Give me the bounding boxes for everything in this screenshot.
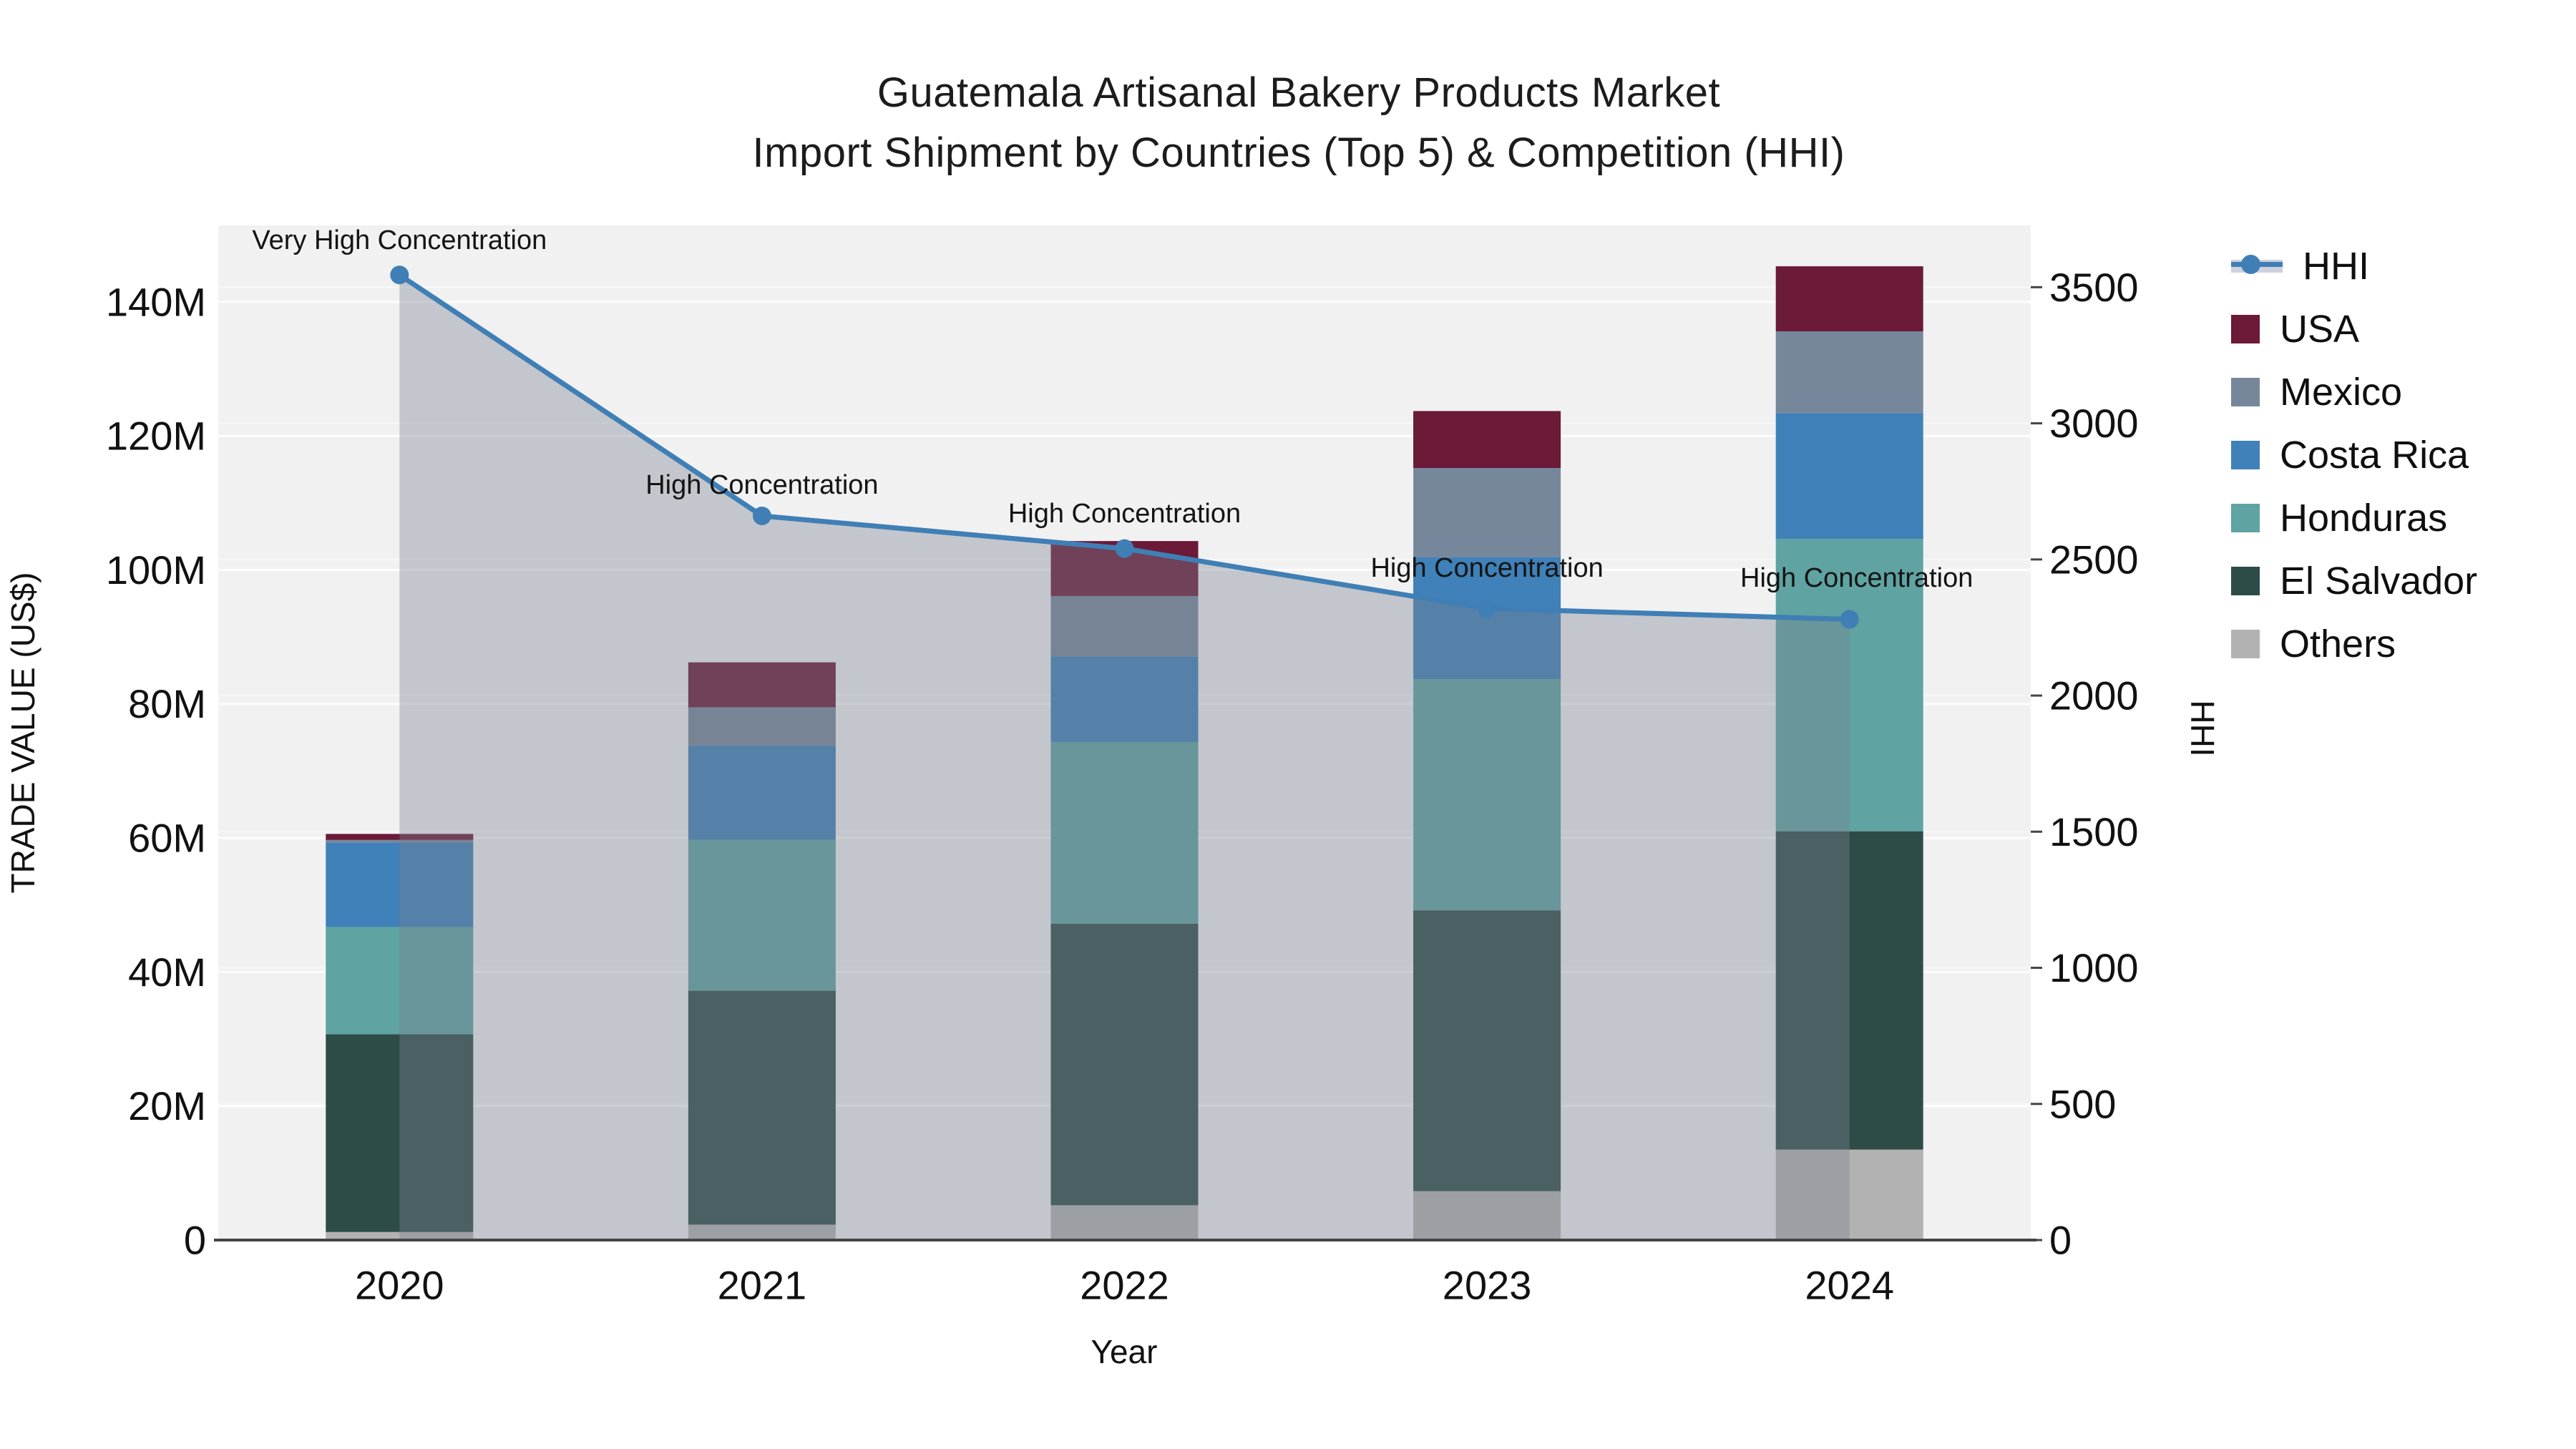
x-tick-2023: 2023 [1443, 1263, 1532, 1308]
legend-item-el-salvador[interactable]: El Salvador [2231, 550, 2477, 613]
right-tick-1500: 1500 [2049, 809, 2139, 854]
bar-segment-2024-el-salvador[interactable] [1775, 831, 1923, 1150]
legend-item-costa-rica[interactable]: Costa Rica [2231, 424, 2477, 487]
bar-segment-2021-el-salvador[interactable] [688, 990, 836, 1225]
legend-hhi-line-icon [2231, 250, 2283, 282]
bar-segment-2022-costa-rica[interactable] [1050, 656, 1199, 743]
bar-segment-2021-mexico[interactable] [688, 707, 836, 746]
bar-segment-2024-costa-rica[interactable] [1775, 413, 1923, 540]
right-tick-3000: 3000 [2049, 401, 2139, 446]
right-tick-1000: 1000 [2049, 945, 2139, 990]
annotation-2021: High Concentration [645, 470, 878, 500]
bar-segment-2020-others[interactable] [326, 1231, 474, 1240]
bar-segment-2024-mexico[interactable] [1775, 331, 1923, 414]
hhi-marker-2024[interactable] [1840, 610, 1859, 629]
annotation-2023: High Concentration [1370, 553, 1603, 583]
legend-swatch-honduras [2231, 504, 2260, 532]
bar-segment-2024-honduras[interactable] [1775, 539, 1923, 831]
legend-label-mexico: Mexico [2280, 371, 2403, 414]
bar-segment-2021-others[interactable] [688, 1224, 836, 1240]
left-axis-title: TRADE VALUE (US$) [4, 572, 42, 893]
legend-label-hhi: HHI [2303, 245, 2369, 288]
chart-title-line1: Guatemala Artisanal Bakery Products Mark… [877, 69, 1721, 116]
bar-segment-2020-usa[interactable] [326, 834, 474, 840]
legend-item-mexico[interactable]: Mexico [2231, 361, 2477, 424]
left-tick-20M: 20M [128, 1083, 206, 1128]
bar-segment-2023-mexico[interactable] [1413, 468, 1561, 557]
bar-segment-2022-others[interactable] [1050, 1205, 1199, 1240]
bar-segment-2021-costa-rica[interactable] [688, 745, 836, 840]
legend-swatch-el-salvador [2231, 567, 2260, 595]
annotation-2024: High Concentration [1740, 563, 1973, 593]
right-tick-2500: 2500 [2049, 537, 2139, 582]
bar-segment-2022-el-salvador[interactable] [1050, 923, 1199, 1206]
right-tick-0: 0 [2049, 1218, 2072, 1263]
chart-title: Guatemala Artisanal Bakery Products Mark… [0, 63, 2576, 183]
bar-segment-2023-others[interactable] [1413, 1191, 1561, 1240]
hhi-marker-2023[interactable] [1478, 599, 1497, 618]
bar-segment-2023-honduras[interactable] [1413, 679, 1561, 911]
legend-label-honduras: Honduras [2280, 497, 2448, 540]
x-tick-2022: 2022 [1080, 1263, 1169, 1308]
legend-item-others[interactable]: Others [2231, 613, 2477, 675]
legend-swatch-others [2231, 630, 2260, 658]
left-tick-100M: 100M [106, 547, 206, 592]
legend-swatch-mexico [2231, 378, 2260, 406]
legend-item-honduras[interactable]: Honduras [2231, 487, 2477, 550]
hhi-marker-2021[interactable] [752, 506, 771, 525]
x-axis-title: Year [1091, 1333, 1158, 1370]
legend-swatch-usa [2231, 315, 2260, 343]
bar-segment-2023-el-salvador[interactable] [1413, 910, 1561, 1191]
right-axis-title: HHI [2184, 700, 2221, 756]
legend-label-el-salvador: El Salvador [2280, 560, 2478, 602]
right-tick-3500: 3500 [2049, 265, 2139, 310]
bar-segment-2021-usa[interactable] [688, 662, 836, 708]
bar-segment-2020-honduras[interactable] [326, 927, 474, 1035]
bar-segment-2023-costa-rica[interactable] [1413, 557, 1561, 680]
legend-swatch-costa-rica [2231, 441, 2260, 469]
legend-label-costa-rica: Costa Rica [2280, 434, 2469, 477]
legend-item-usa[interactable]: USA [2231, 298, 2477, 361]
legend-label-others: Others [2280, 623, 2396, 665]
left-tick-60M: 60M [128, 816, 206, 861]
right-tick-500: 500 [2049, 1081, 2116, 1126]
left-tick-40M: 40M [128, 950, 206, 995]
bar-segment-2020-costa-rica[interactable] [326, 842, 474, 927]
bar-segment-2022-honduras[interactable] [1050, 742, 1199, 924]
left-tick-80M: 80M [128, 681, 206, 726]
hhi-marker-2022[interactable] [1115, 539, 1134, 558]
annotation-2022: High Concentration [1008, 499, 1241, 529]
bar-segment-2022-mexico[interactable] [1050, 595, 1199, 657]
left-tick-120M: 120M [106, 414, 206, 459]
bar-segment-2020-mexico[interactable] [326, 839, 474, 843]
x-tick-2020: 2020 [355, 1263, 444, 1308]
annotation-2020: Very High Concentration [252, 225, 547, 255]
chart-title-line2: Import Shipment by Countries (Top 5) & C… [752, 130, 1845, 176]
bar-segment-2024-others[interactable] [1775, 1149, 1923, 1240]
legend-item-hhi[interactable]: HHI [2231, 235, 2477, 298]
x-tick-2021: 2021 [718, 1263, 807, 1308]
hhi-marker-2020[interactable] [390, 265, 409, 285]
right-tick-2000: 2000 [2049, 673, 2139, 718]
bar-segment-2020-el-salvador[interactable] [326, 1034, 474, 1232]
bar-segment-2021-honduras[interactable] [688, 839, 836, 991]
bar-segment-2024-usa[interactable] [1775, 266, 1923, 331]
legend: HHI USA Mexico Costa Rica Honduras El Salvado… [2231, 235, 2477, 675]
left-tick-0: 0 [184, 1218, 206, 1263]
left-tick-140M: 140M [106, 279, 206, 324]
legend-label-usa: USA [2280, 308, 2360, 351]
bar-segment-2023-usa[interactable] [1413, 411, 1561, 469]
x-tick-2024: 2024 [1805, 1263, 1894, 1308]
